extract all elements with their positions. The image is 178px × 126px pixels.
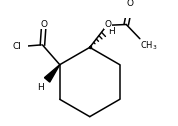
Text: O: O xyxy=(40,20,47,29)
Text: O: O xyxy=(104,20,111,29)
Text: H: H xyxy=(108,27,115,36)
Text: H: H xyxy=(37,83,43,92)
Polygon shape xyxy=(44,65,60,82)
Text: O: O xyxy=(126,0,134,8)
Text: Cl: Cl xyxy=(12,42,21,51)
Text: CH$_3$: CH$_3$ xyxy=(140,40,158,52)
